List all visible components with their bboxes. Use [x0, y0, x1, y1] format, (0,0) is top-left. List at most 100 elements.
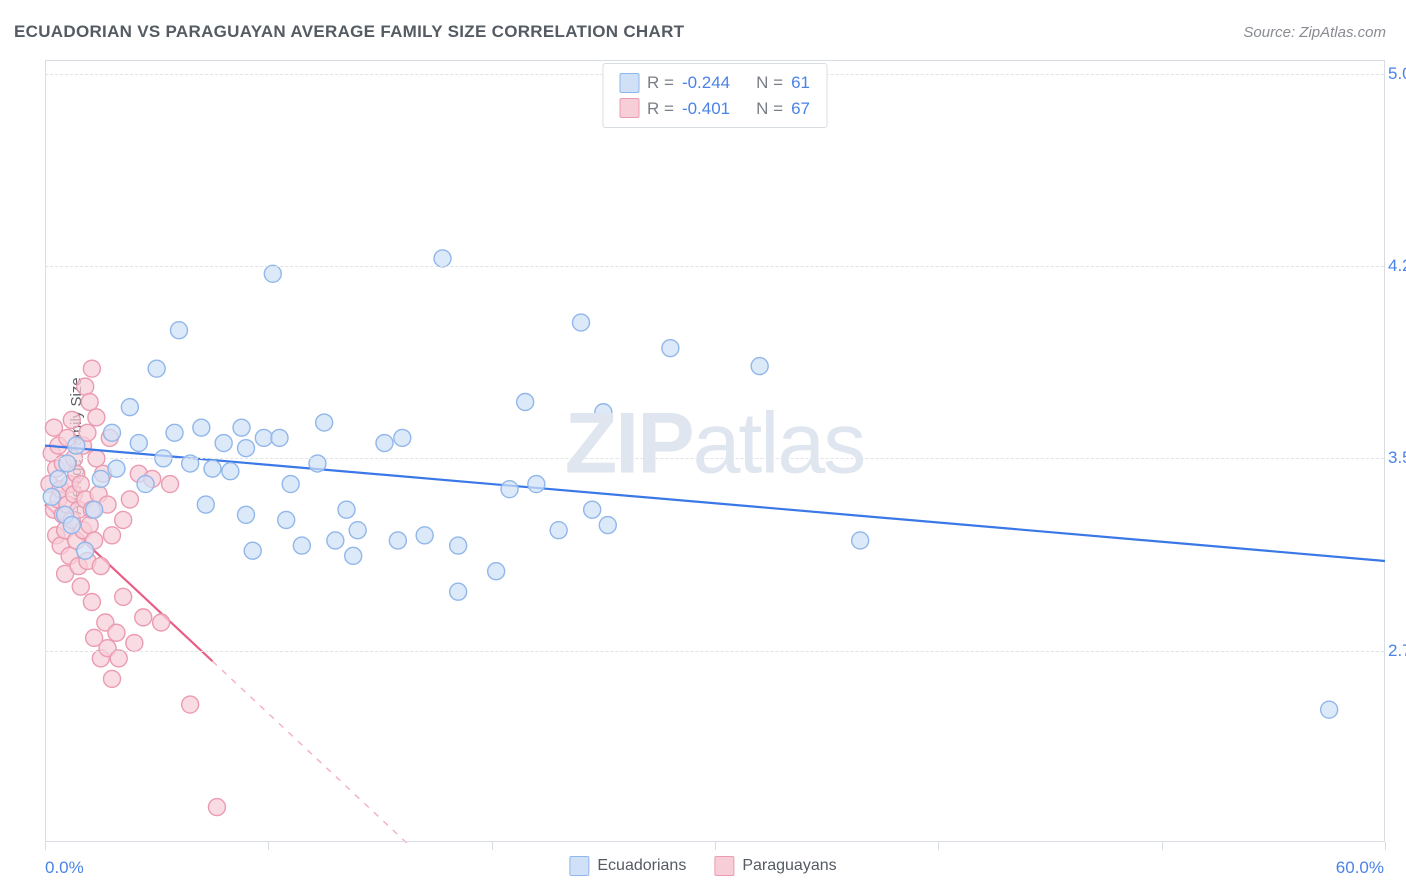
data-point-ecuadorians [77, 542, 94, 559]
data-point-ecuadorians [238, 440, 255, 457]
r-label: R = [647, 70, 674, 96]
x-tick [492, 842, 493, 850]
data-point-ecuadorians [86, 501, 103, 518]
data-point-ecuadorians [550, 522, 567, 539]
data-point-paraguayans [104, 670, 121, 687]
data-point-ecuadorians [148, 360, 165, 377]
data-point-ecuadorians [104, 424, 121, 441]
n-label: N = [756, 70, 783, 96]
data-point-paraguayans [81, 517, 98, 534]
data-point-ecuadorians [528, 476, 545, 493]
data-point-ecuadorians [63, 517, 80, 534]
r-value-1: -0.244 [682, 70, 730, 96]
data-point-paraguayans [153, 614, 170, 631]
data-point-paraguayans [208, 799, 225, 816]
y-tick-label: 5.00 [1388, 64, 1406, 84]
x-axis-max-label: 60.0% [1336, 858, 1384, 878]
n-label: N = [756, 96, 783, 122]
data-point-paraguayans [110, 650, 127, 667]
data-point-ecuadorians [137, 476, 154, 493]
data-point-ecuadorians [345, 547, 362, 564]
correlation-row-2: R = -0.401 N = 67 [619, 96, 810, 122]
r-label: R = [647, 96, 674, 122]
swatch-paraguayans [714, 856, 734, 876]
gridline [45, 266, 1384, 267]
data-point-ecuadorians [108, 460, 125, 477]
gridline [45, 651, 1384, 652]
data-point-ecuadorians [595, 404, 612, 421]
data-point-ecuadorians [121, 399, 138, 416]
data-point-ecuadorians [92, 470, 109, 487]
trend-line-ecuadorians [45, 446, 1385, 561]
swatch-ecuadorians [569, 856, 589, 876]
data-point-ecuadorians [501, 481, 518, 498]
data-point-ecuadorians [233, 419, 250, 436]
y-tick-label: 4.25 [1388, 256, 1406, 276]
data-point-paraguayans [121, 491, 138, 508]
data-point-ecuadorians [599, 517, 616, 534]
swatch-series-2 [619, 98, 639, 118]
data-point-paraguayans [83, 360, 100, 377]
data-point-ecuadorians [349, 522, 366, 539]
data-point-paraguayans [115, 588, 132, 605]
data-point-paraguayans [162, 476, 179, 493]
series-legend: Ecuadorians Paraguayans [569, 856, 836, 876]
data-point-ecuadorians [488, 563, 505, 580]
scatter-svg [45, 61, 1384, 842]
data-point-paraguayans [83, 593, 100, 610]
data-point-ecuadorians [394, 429, 411, 446]
data-point-paraguayans [72, 578, 89, 595]
swatch-series-1 [619, 73, 639, 93]
x-tick [715, 842, 716, 850]
data-point-ecuadorians [166, 424, 183, 441]
data-point-ecuadorians [450, 537, 467, 554]
legend-label-2: Paraguayans [742, 857, 836, 875]
data-point-ecuadorians [434, 250, 451, 267]
data-point-ecuadorians [171, 322, 188, 339]
data-point-ecuadorians [316, 414, 333, 431]
x-tick [45, 842, 46, 850]
chart-container: ECUADORIAN VS PARAGUAYAN AVERAGE FAMILY … [0, 0, 1406, 892]
x-tick [938, 842, 939, 850]
trend-line-dashed-paraguayans [213, 661, 407, 843]
legend-item-2: Paraguayans [714, 856, 836, 876]
data-point-ecuadorians [584, 501, 601, 518]
data-point-paraguayans [88, 409, 105, 426]
data-point-paraguayans [126, 635, 143, 652]
data-point-ecuadorians [244, 542, 261, 559]
correlation-row-1: R = -0.244 N = 61 [619, 70, 810, 96]
data-point-ecuadorians [271, 429, 288, 446]
data-point-ecuadorians [389, 532, 406, 549]
data-point-ecuadorians [193, 419, 210, 436]
data-point-ecuadorians [327, 532, 344, 549]
x-tick [268, 842, 269, 850]
data-point-paraguayans [182, 696, 199, 713]
data-point-ecuadorians [50, 470, 67, 487]
data-point-ecuadorians [662, 340, 679, 357]
n-value-1: 61 [791, 70, 810, 96]
data-point-ecuadorians [376, 435, 393, 452]
data-point-ecuadorians [238, 506, 255, 523]
legend-item-1: Ecuadorians [569, 856, 686, 876]
source-attribution: Source: ZipAtlas.com [1243, 24, 1386, 41]
x-tick [1162, 842, 1163, 850]
data-point-ecuadorians [204, 460, 221, 477]
y-tick-label: 3.50 [1388, 448, 1406, 468]
data-point-ecuadorians [852, 532, 869, 549]
data-point-ecuadorians [197, 496, 214, 513]
data-point-ecuadorians [255, 429, 272, 446]
data-point-paraguayans [135, 609, 152, 626]
data-point-ecuadorians [43, 488, 60, 505]
data-point-ecuadorians [278, 511, 295, 528]
data-point-ecuadorians [264, 265, 281, 282]
data-point-paraguayans [108, 624, 125, 641]
chart-title: ECUADORIAN VS PARAGUAYAN AVERAGE FAMILY … [14, 22, 684, 42]
data-point-ecuadorians [517, 394, 534, 411]
data-point-ecuadorians [751, 358, 768, 375]
r-value-2: -0.401 [682, 96, 730, 122]
data-point-paraguayans [104, 527, 121, 544]
source-name: ZipAtlas.com [1299, 24, 1386, 41]
data-point-ecuadorians [293, 537, 310, 554]
n-value-2: 67 [791, 96, 810, 122]
data-point-ecuadorians [282, 476, 299, 493]
